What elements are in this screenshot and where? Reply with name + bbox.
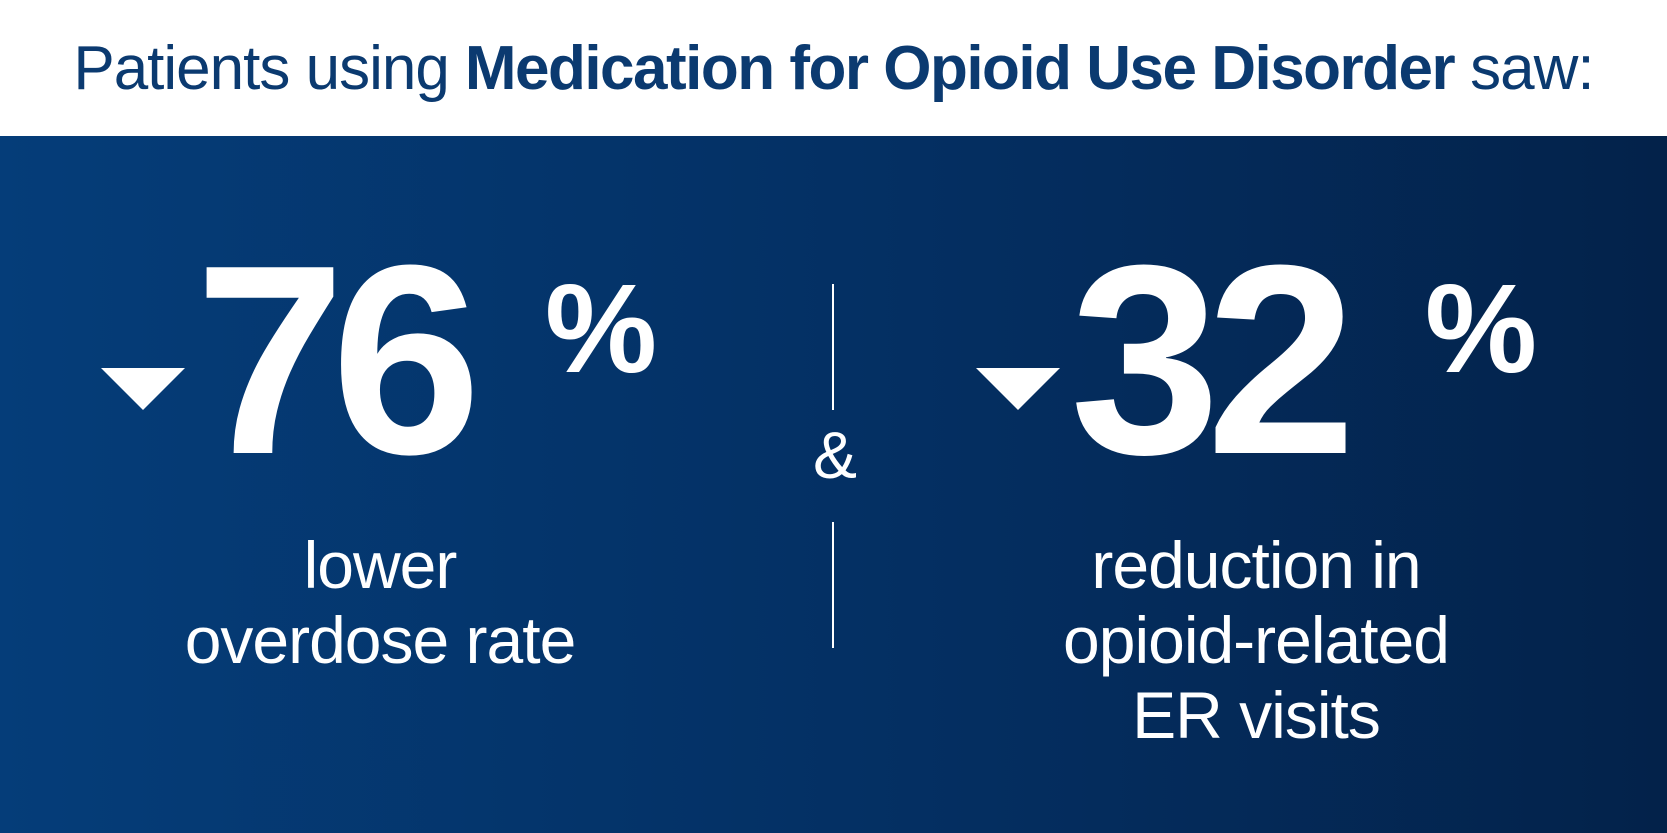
ampersand: & xyxy=(812,418,858,492)
stat-value: 76 xyxy=(195,210,481,511)
headline-highlight: Medication for Opioid Use Disorder xyxy=(464,33,1456,103)
stat-unit: % xyxy=(545,258,658,399)
stat-caption-line: overdose rate xyxy=(184,603,577,677)
stat-caption: reduction in opioid-related ER visits xyxy=(876,528,1636,753)
stat-caption-line: ER visits xyxy=(1132,678,1381,752)
stats-panel: 76 % lower overdose rate & 32 % reductio… xyxy=(0,136,1667,833)
down-triangle-icon xyxy=(101,368,185,410)
stat-caption-line: reduction in xyxy=(1091,528,1421,602)
stat-caption-line: lower xyxy=(303,528,458,602)
headline-suffix: saw: xyxy=(1470,33,1594,103)
down-triangle-icon xyxy=(976,368,1060,410)
stat-overdose: 76 % lower overdose rate xyxy=(0,136,760,833)
stat-unit: % xyxy=(1425,258,1538,399)
stat-value: 32 xyxy=(1070,210,1356,511)
headline-prefix: Patients using xyxy=(73,33,449,103)
divider-top xyxy=(832,284,834,410)
headline: Patients using Medication for Opioid Use… xyxy=(0,0,1667,136)
stat-er-visits: 32 % reduction in opioid-related ER visi… xyxy=(900,136,1660,833)
stat-caption: lower overdose rate xyxy=(0,528,760,678)
stat-caption-line: opioid-related xyxy=(1063,603,1450,677)
divider-bottom xyxy=(832,522,834,648)
